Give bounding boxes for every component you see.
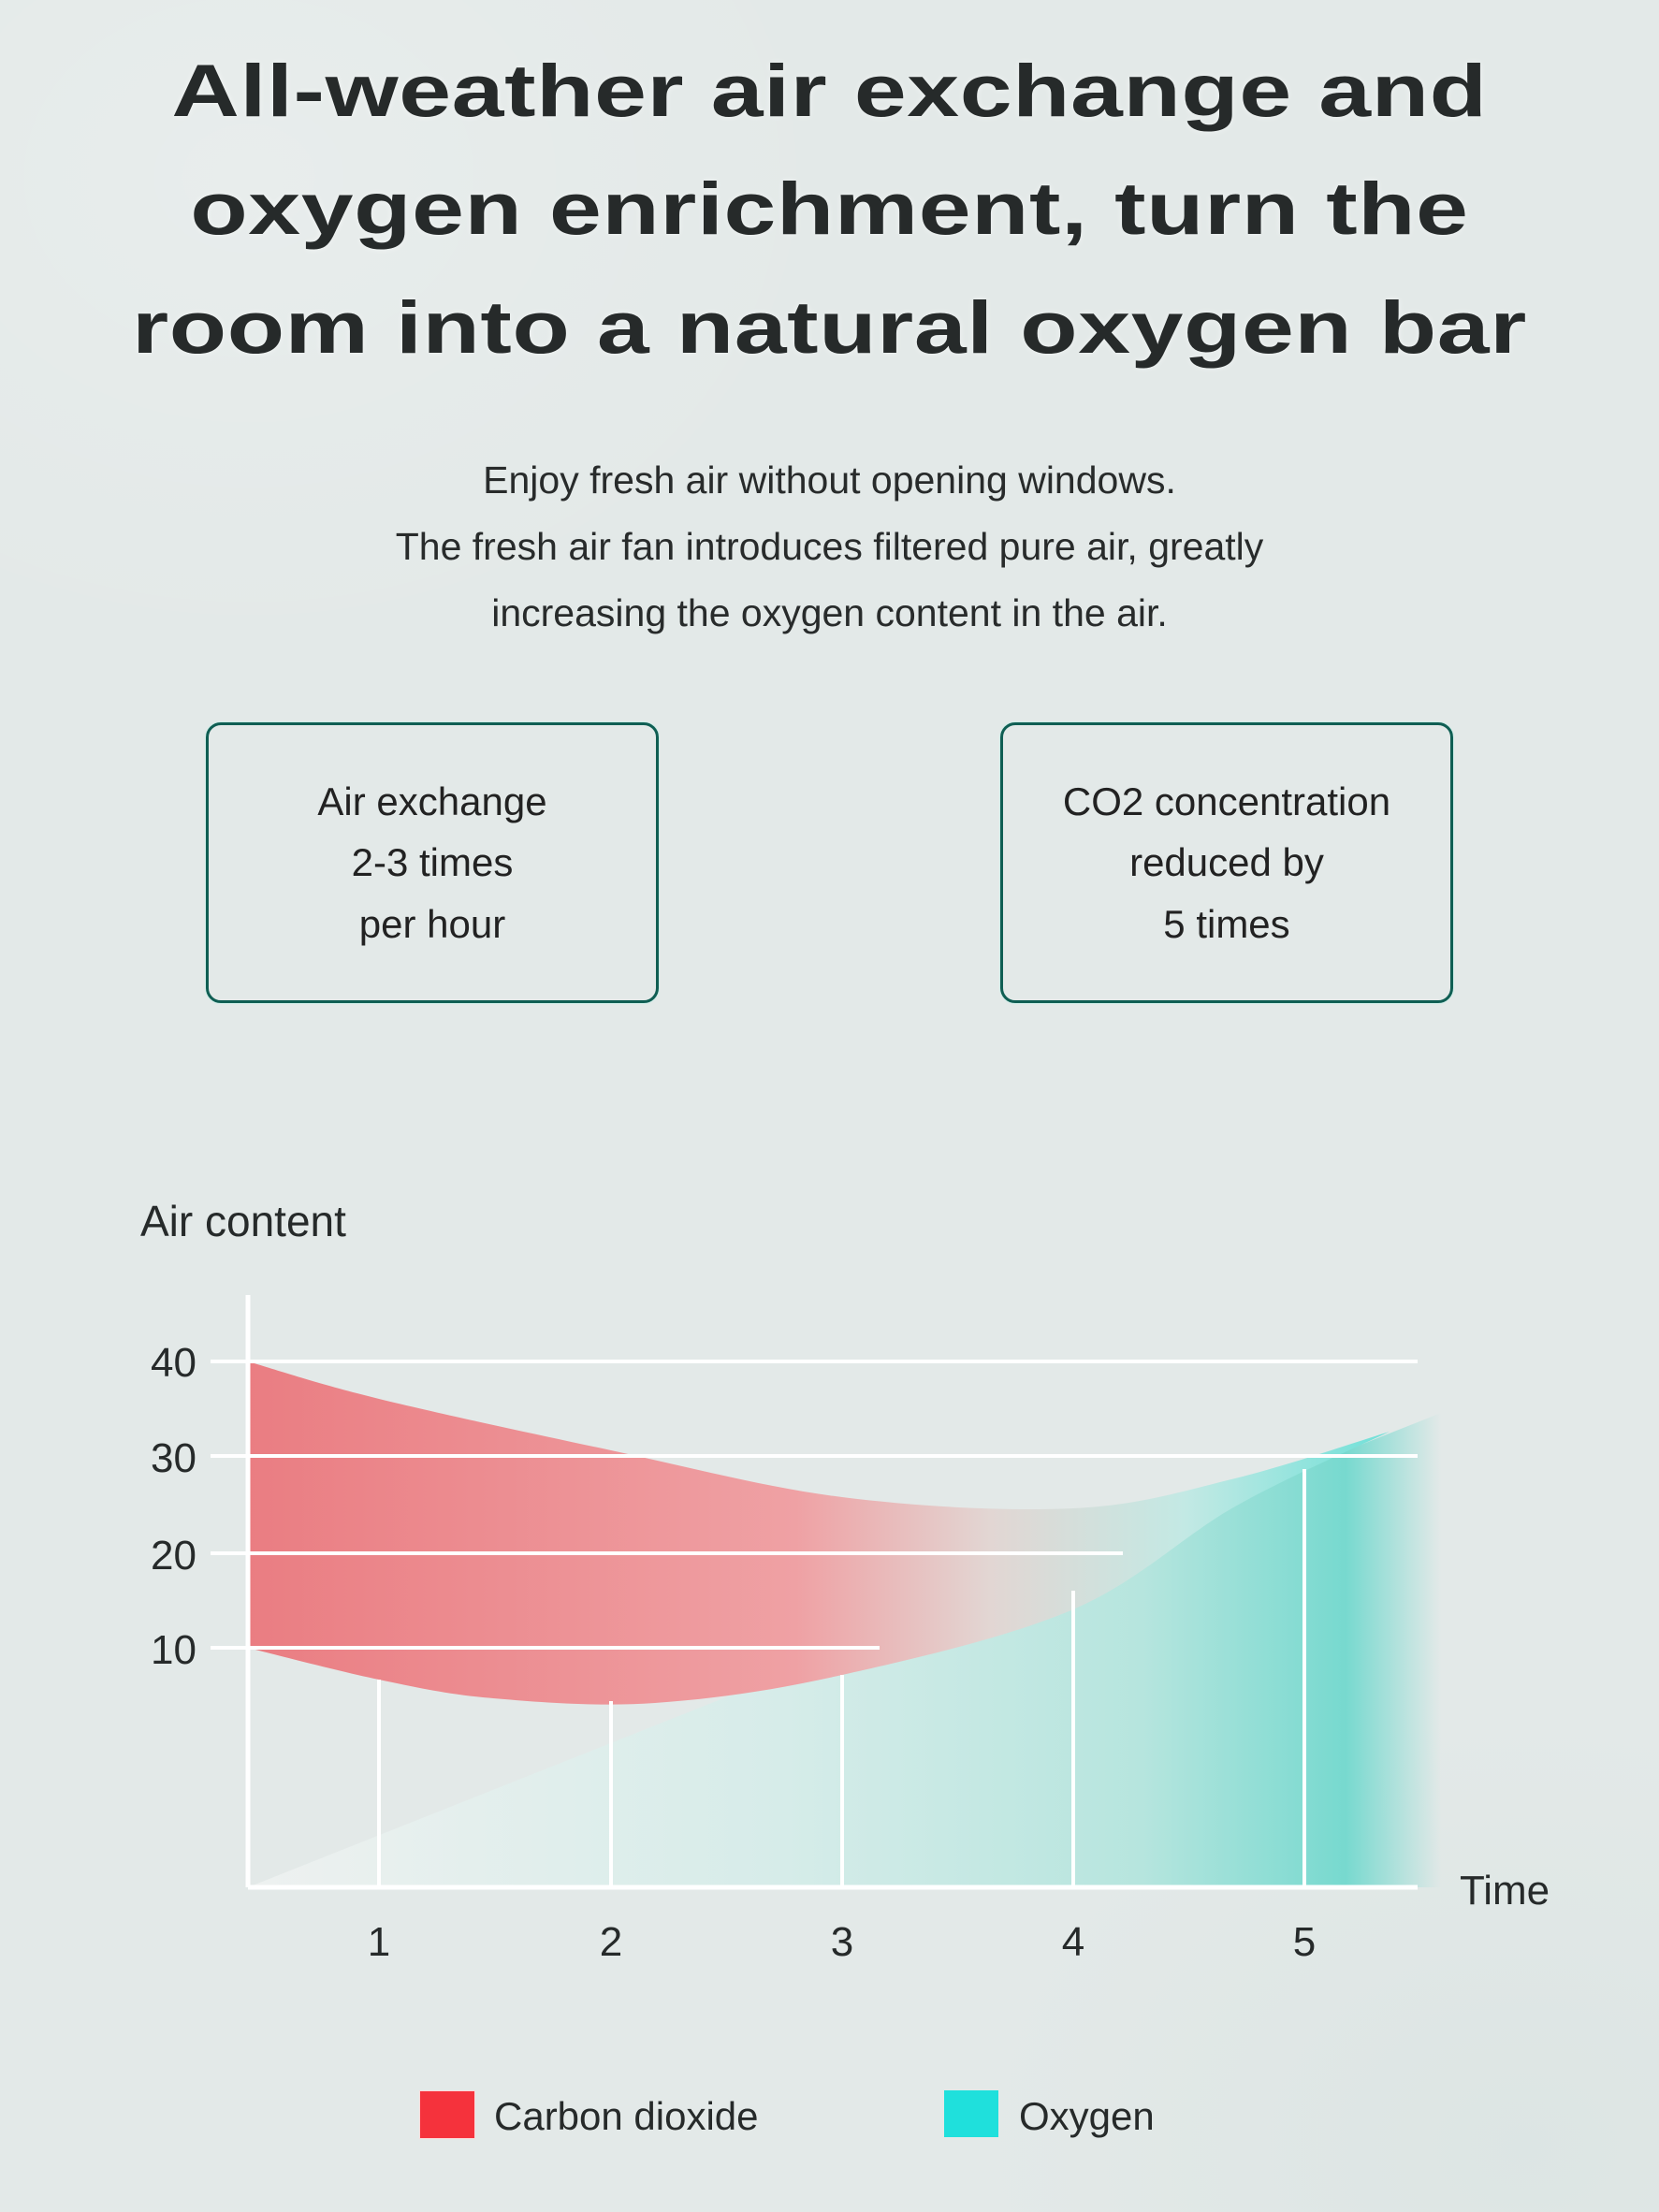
- svg-text:1: 1: [368, 1919, 390, 1965]
- svg-text:4: 4: [1062, 1919, 1084, 1965]
- svg-text:30: 30: [151, 1435, 196, 1481]
- svg-text:10: 10: [151, 1627, 196, 1673]
- svg-text:Time: Time: [1460, 1868, 1550, 1914]
- svg-text:20: 20: [151, 1533, 196, 1579]
- svg-text:2: 2: [600, 1919, 622, 1965]
- svg-text:3: 3: [831, 1919, 853, 1965]
- svg-text:40: 40: [151, 1340, 196, 1386]
- svg-text:5: 5: [1293, 1919, 1316, 1965]
